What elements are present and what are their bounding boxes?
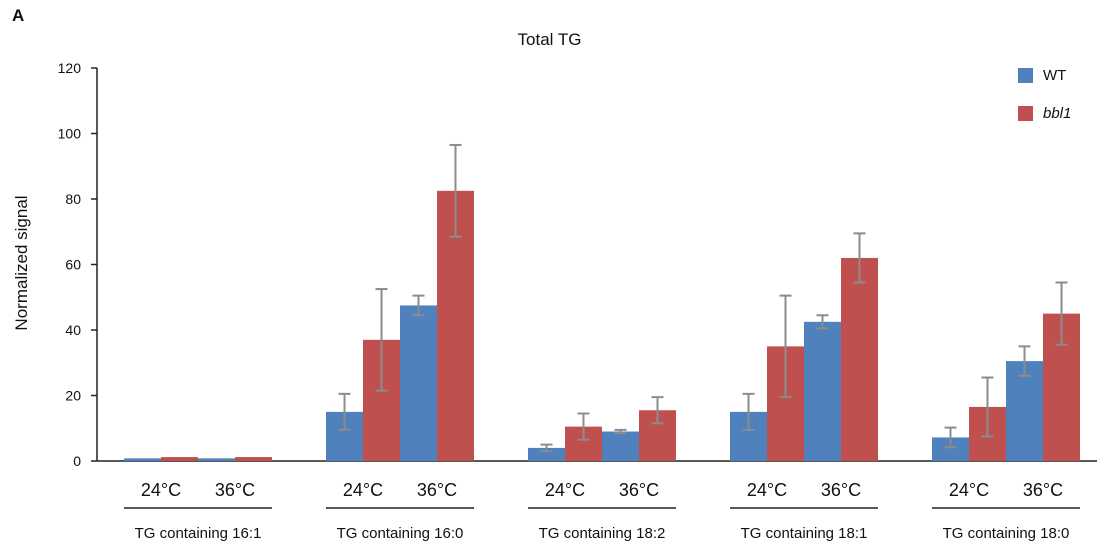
y-tick-label: 120: [58, 60, 82, 76]
bar-bbl1-1-2: [235, 457, 272, 461]
y-tick-label: 0: [73, 453, 81, 469]
group-label: TG containing 16:1: [135, 525, 262, 542]
bar-wt-3-2: [602, 431, 639, 461]
legend-swatch-bbl1: [1018, 105, 1033, 121]
bar-wt-1-2: [198, 458, 235, 461]
y-tick-label: 20: [65, 388, 81, 404]
bar-wt-5-2: [1006, 361, 1043, 461]
legend-label-wt: WT: [1043, 66, 1067, 84]
condition-label: 36°C: [417, 480, 457, 500]
condition-label: 36°C: [215, 480, 255, 500]
bar-wt-1-1: [124, 458, 161, 461]
condition-label: 24°C: [141, 480, 181, 500]
condition-label: 36°C: [1023, 480, 1063, 500]
y-tick-label: 60: [65, 257, 81, 273]
legend-label-bbl1: bbl1: [1043, 104, 1072, 122]
condition-label: 36°C: [619, 480, 659, 500]
bar-bbl1-4-2: [841, 257, 878, 461]
legend-item-bbl1: bbl1: [1018, 102, 1071, 124]
y-tick-label: 100: [58, 126, 82, 142]
group-label: TG containing 18:1: [741, 525, 868, 542]
legend-item-wt: WT: [1018, 64, 1071, 86]
condition-label: 24°C: [949, 480, 989, 500]
condition-label: 36°C: [821, 480, 861, 500]
bar-wt-5-1: [932, 437, 969, 461]
panel-label: A: [12, 6, 25, 25]
legend-swatch-wt: [1018, 67, 1033, 83]
group-label: TG containing 16:0: [337, 525, 464, 542]
condition-label: 24°C: [545, 480, 585, 500]
legend: WT bbl1: [1018, 64, 1071, 140]
condition-label: 24°C: [747, 480, 787, 500]
condition-label: 24°C: [343, 480, 383, 500]
chart-title: Total TG: [517, 30, 582, 49]
y-tick-label: 80: [65, 191, 81, 207]
bar-wt-4-2: [804, 321, 841, 461]
group-label: TG containing 18:2: [539, 525, 666, 542]
bar-bbl1-1-1: [161, 457, 198, 461]
bar-wt-2-2: [400, 305, 437, 461]
group-label: TG containing 18:0: [943, 525, 1070, 542]
bar-wt-3-1: [528, 447, 565, 461]
y-tick-label: 40: [65, 322, 81, 338]
